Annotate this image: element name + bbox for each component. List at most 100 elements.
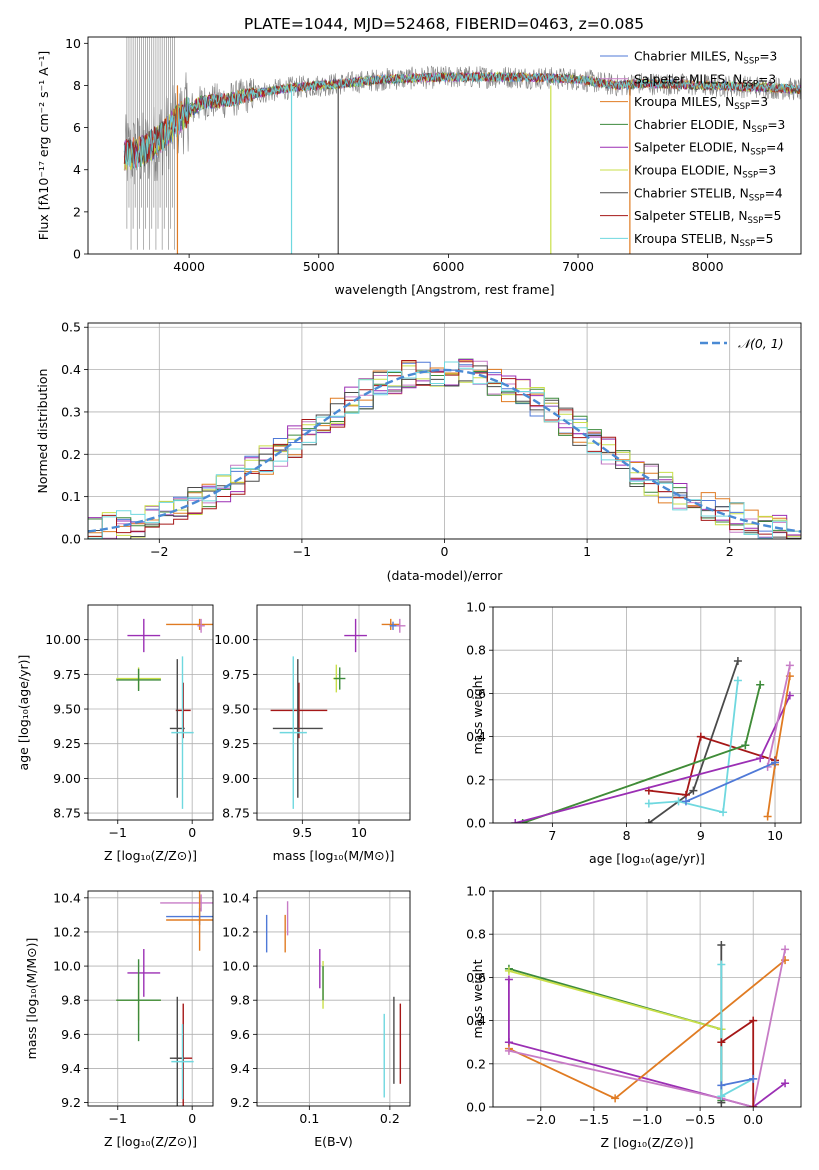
x-tick-label: 4000: [173, 259, 205, 274]
plot-area-age_vs_Z: [88, 605, 213, 820]
weight-point-chabrier_elodie: [756, 680, 765, 689]
y-tick-label: 9.8: [230, 993, 250, 1008]
x-tick-label: 9.5: [292, 825, 312, 840]
legend-label: Kroupa ELODIE, NSSP=3: [634, 164, 776, 181]
weight-line-salpeter_miles: [508, 949, 786, 1107]
y-tick-label: 9.6: [61, 1027, 81, 1042]
weight-point-salpeter_stelib: [749, 1016, 758, 1025]
y-tick-label: 0.8: [466, 643, 486, 658]
y-tick-label: 1.0: [466, 600, 486, 615]
y-tick-label: 2: [73, 204, 81, 219]
y-tick-label: 9.4: [61, 1061, 81, 1076]
x-tick-label: −0.5: [685, 1112, 715, 1127]
y-tick-label: 9.75: [53, 667, 81, 682]
x-axis-label: E(B-V): [314, 1134, 353, 1149]
y-axis-label: Flux [fλ10⁻¹⁷ erg cm⁻² s⁻¹ A⁻¹]: [36, 51, 51, 240]
panel-massweight_vs_age: 7 8 9 10 0.0 0.2 0.4 0.6 0.8 1.0 age [log₁₀(age/yr…: [466, 600, 802, 866]
model-kroupa_stelib: [123, 71, 801, 169]
axes-frame: [87, 36, 802, 255]
y-tick-label: 10: [65, 36, 81, 51]
plot-area-mass_vs_EBV: [257, 891, 410, 1106]
legend-label: Salpeter MILES, NSSP=3: [634, 72, 776, 89]
weight-point-kroupa_miles: [763, 812, 772, 821]
weight-point-salpeter_elodie: [781, 1079, 790, 1088]
x-tick-label: −1: [109, 825, 127, 840]
y-axis-label: mass [log₁₀(M/M⊙)]: [24, 938, 39, 1060]
figure-title: PLATE=1044, MJD=52468, FIBERID=0463, z=0…: [244, 15, 644, 33]
y-axis-label: Normed distribution: [35, 369, 50, 494]
y-tick-label: 9.00: [53, 771, 81, 786]
axes-frame: [492, 606, 802, 824]
legend-label: Salpeter STELIB, NSSP=5: [634, 209, 781, 226]
y-axis-label: age [log₁₀(age/yr)]: [16, 655, 31, 771]
x-tick-label: 10: [767, 828, 783, 843]
weight-point-salpeter_miles: [785, 661, 794, 670]
x-tick-label: 8: [623, 828, 631, 843]
legend-label: Chabrier ELODIE, NSSP=3: [634, 118, 785, 135]
weight-point-salpeter_elodie: [756, 754, 765, 763]
y-tick-label: 0.0: [61, 532, 81, 547]
y-tick-label: 9.50: [53, 702, 81, 717]
y-tick-label: 0: [73, 247, 81, 262]
x-tick-label: 0: [441, 544, 449, 559]
weight-point-salpeter_elodie: [504, 975, 513, 984]
y-tick-label: 0.4: [466, 729, 486, 744]
weight-line-salpeter_elodie: [508, 979, 786, 1107]
y-tick-label: 9.00: [222, 771, 250, 786]
y-axis-label: mass weight: [470, 959, 485, 1038]
x-axis-label: (data-model)/error: [387, 568, 504, 583]
normal-curve: [88, 368, 801, 533]
plot-area-age_vs_mass: [257, 605, 410, 820]
x-tick-label: 1: [583, 544, 591, 559]
weight-point-salpeter_elodie: [511, 819, 520, 823]
weight-point-chabrier_stelib: [733, 657, 742, 665]
y-tick-label: 8.75: [53, 806, 81, 821]
y-tick-label: 0.2: [466, 772, 486, 787]
x-axis-label: mass [log₁₀(M/M⊙)]: [273, 848, 395, 863]
y-tick-label: 9.50: [222, 702, 250, 717]
weight-point-kroupa_stelib: [674, 797, 683, 806]
y-tick-label: 9.2: [230, 1095, 250, 1110]
x-axis-label: age [log₁₀(age/yr)]: [589, 851, 705, 866]
axes-frame: [87, 604, 214, 821]
weight-point-kroupa_stelib: [719, 808, 728, 817]
plot-area-mass_vs_Z: [88, 891, 213, 1106]
plot-area-massweight_vs_age: [493, 607, 801, 823]
weight-line-kroupa_stelib: [720, 964, 754, 1098]
legend-label: Salpeter ELODIE, NSSP=4: [634, 141, 784, 158]
axes-frame: [256, 890, 411, 1107]
x-axis-label: wavelength [Angstrom, rest frame]: [334, 282, 554, 297]
x-tick-label: 10: [351, 825, 367, 840]
weight-point-chabrier_miles: [681, 797, 690, 806]
weight-line-salpeter_miles: [766, 665, 791, 767]
y-tick-label: 0.8: [466, 927, 486, 942]
y-tick-label: 6: [73, 120, 81, 135]
y-tick-label: 0.2: [61, 447, 81, 462]
y-tick-label: 10.4: [53, 890, 81, 905]
weight-point-kroupa_elodie: [504, 966, 513, 975]
y-tick-label: 10.0: [53, 959, 81, 974]
y-tick-label: 10.00: [45, 632, 81, 647]
weight-point-chabrier_miles: [749, 1074, 758, 1083]
x-tick-label: 7: [548, 828, 556, 843]
panel-spectrum: 4000 5000 6000 7000 8000 0 2 4 6 8 10 wavelength [A…: [36, 36, 802, 297]
y-tick-label: 8.75: [222, 806, 250, 821]
spectrum-legend: Chabrier MILES, NSSP=3 Salpeter MILES, NS…: [600, 50, 785, 249]
x-tick-label: −1: [109, 1111, 127, 1126]
axes-frame: [87, 322, 802, 540]
x-tick-label: 0.1: [299, 1111, 319, 1126]
axes-frame: [87, 890, 214, 1107]
x-tick-label: 0.0: [743, 1112, 763, 1127]
y-tick-label: 4: [73, 162, 81, 177]
y-tick-label: 1.0: [466, 884, 486, 899]
weight-point-salpeter_stelib: [717, 1038, 726, 1047]
weight-line-salpeter_stelib: [648, 735, 776, 796]
weight-point-chabrier_stelib: [689, 786, 698, 795]
legend-label: 𝒩(0, 1): [738, 336, 784, 351]
x-tick-label: 7000: [562, 259, 594, 274]
y-tick-label: 0.0: [466, 816, 486, 831]
plot-area-spectrum: [123, 37, 801, 254]
weight-point-chabrier_stelib: [644, 819, 653, 823]
x-axis-label: Z [log₁₀(Z/Z⊙)]: [104, 1134, 197, 1149]
